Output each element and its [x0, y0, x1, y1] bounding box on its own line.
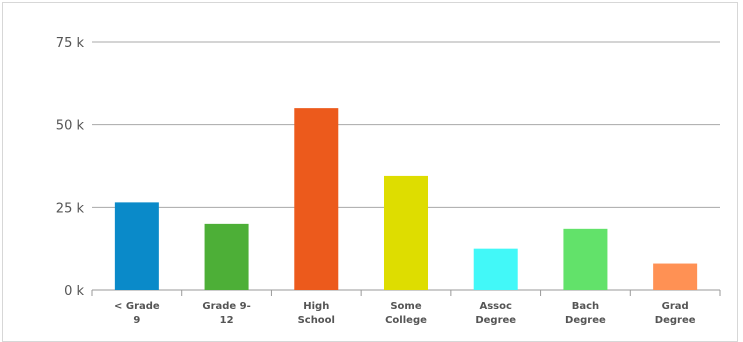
bar-chart: 0 k 25 k 50 k 75 k < Grade 9 Grade 9- 12 High Sch… [56, 36, 721, 326]
x-tick-label-0-0: < Grade [114, 301, 160, 312]
x-tick-label-2-1: School [298, 315, 335, 326]
y-tick-label-2: 50 k [56, 119, 85, 134]
y-tick-label-3: 75 k [56, 36, 85, 51]
bar-2 [294, 108, 339, 290]
bar-6 [653, 263, 698, 290]
x-tick-label-2-0: High [303, 301, 329, 312]
x-tick-label-1-0: Grade 9- [202, 301, 250, 312]
bars-layer [114, 108, 698, 290]
x-tick-label-4-0: Assoc [479, 301, 512, 312]
y-tick-label-1: 25 k [56, 201, 85, 216]
bar-4 [473, 248, 518, 290]
y-tick-label-0: 0 k [64, 284, 84, 299]
x-tick-label-5-1: Degree [565, 315, 606, 326]
x-tick-label-3-0: Some [390, 301, 421, 312]
bar-5 [563, 228, 608, 290]
x-tick-label-5-0: Bach [572, 301, 599, 312]
bar-1 [204, 223, 249, 290]
labels-layer: 0 k 25 k 50 k 75 k < Grade 9 Grade 9- 12 High Sch… [56, 36, 696, 326]
x-tick-label-3-1: College [385, 315, 427, 326]
bar-0 [114, 202, 159, 290]
x-tick-label-4-1: Degree [475, 315, 516, 326]
bar-3 [384, 175, 428, 290]
x-tick-label-6-1: Degree [655, 315, 696, 326]
x-tick-label-6-0: Grad [662, 301, 689, 312]
x-tick-label-0-1: 9 [133, 315, 140, 326]
x-tick-label-1-1: 12 [220, 315, 234, 326]
